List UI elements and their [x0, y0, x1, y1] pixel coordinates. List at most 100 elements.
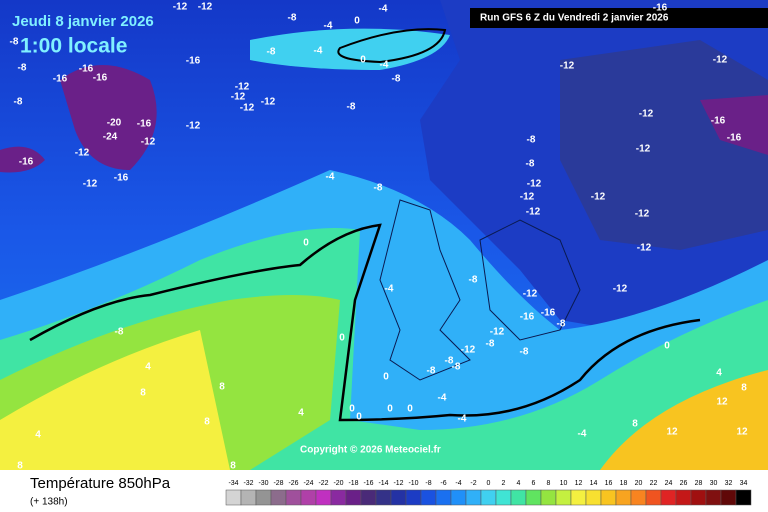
- contour-label: -12: [591, 192, 606, 203]
- legend-swatch: [675, 489, 692, 506]
- contour-label: -12: [520, 192, 535, 203]
- contour-label: -20: [107, 118, 122, 129]
- legend-swatch: [450, 489, 467, 506]
- legend-label: -20: [333, 480, 343, 487]
- contour-label: -12: [636, 144, 651, 155]
- legend-label: -32: [243, 480, 253, 487]
- legend-label: 14: [590, 480, 598, 487]
- legend-swatch: [720, 489, 737, 506]
- legend-swatch: [480, 489, 497, 506]
- contour-label: 8: [230, 461, 236, 472]
- legend-label: 24: [665, 480, 673, 487]
- legend-label: -28: [273, 480, 283, 487]
- contour-label: -8: [527, 135, 536, 146]
- contour-label: -12: [235, 82, 250, 93]
- contour-label: -4: [458, 414, 467, 425]
- legend-label: -4: [455, 480, 461, 487]
- legend-swatch: [615, 489, 632, 506]
- legend-swatch: [690, 489, 707, 506]
- legend: -34 -32 -30 -28 -26 -24 -22 -20 -18 -16 -14 -12 -10-…: [225, 480, 752, 506]
- legend-label: -24: [303, 480, 313, 487]
- contour-label: -8: [347, 102, 356, 113]
- contour-label: 0: [349, 404, 355, 415]
- contour-label: 0: [303, 238, 309, 249]
- contour-label: 8: [219, 382, 225, 393]
- contour-label: -8: [392, 74, 401, 85]
- legend-label: -34: [228, 480, 238, 487]
- legend-label: 12: [575, 480, 583, 487]
- contour-label: -4: [314, 46, 323, 57]
- contour-label: -8: [115, 327, 124, 338]
- legend-label: -30: [258, 480, 268, 487]
- contour-label: 4: [716, 368, 722, 379]
- contour-label: -12: [526, 207, 541, 218]
- contour-label: -8: [526, 159, 535, 170]
- legend-swatch: [705, 489, 722, 506]
- contour-label: 0: [339, 333, 345, 344]
- legend-label: -6: [440, 480, 446, 487]
- contour-label: -12: [637, 243, 652, 254]
- contour-label: -12: [639, 109, 654, 120]
- legend-swatch: [735, 489, 752, 506]
- contour-label: 12: [736, 427, 748, 438]
- legend-swatch: [435, 489, 452, 506]
- legend-swatch: [555, 489, 572, 506]
- cold-blob: [0, 146, 45, 173]
- contour-label: -8: [469, 275, 478, 286]
- contour-label: -24: [103, 132, 118, 143]
- legend-label: 32: [725, 480, 733, 487]
- contour-label: -16: [653, 3, 668, 14]
- legend-swatch: [585, 489, 602, 506]
- legend-label: 30: [710, 480, 718, 487]
- contour-line: [29, 223, 701, 422]
- legend-label: 4: [517, 480, 521, 487]
- legend-swatch: [465, 489, 482, 506]
- contour-label: 4: [145, 362, 151, 373]
- contour-label: -16: [93, 73, 108, 84]
- contour-label: -12: [231, 92, 246, 103]
- contour-label: -12: [198, 2, 213, 13]
- legend-swatch: [240, 489, 257, 506]
- contour-label: -16: [727, 133, 742, 144]
- legend-swatch: [345, 489, 362, 506]
- legend-swatch: [495, 489, 512, 506]
- contour-label: -12: [461, 345, 476, 356]
- legend-swatch: [375, 489, 392, 506]
- contour-label: -12: [713, 55, 728, 66]
- legend-swatch: [390, 489, 407, 506]
- contour-label: -8: [520, 347, 529, 358]
- legend-label: 2: [502, 480, 506, 487]
- contour-label: -12: [186, 121, 201, 132]
- legend-label: 28: [695, 480, 703, 487]
- legend-label: -26: [288, 480, 298, 487]
- legend-label: 6: [532, 480, 536, 487]
- contour-label: 0: [383, 372, 389, 383]
- contour-label: 0: [354, 16, 360, 27]
- contour-label: 4: [298, 408, 304, 419]
- footer-lead: (+ 138h): [30, 497, 68, 508]
- contour-label: -12: [83, 179, 98, 190]
- contour-label: -12: [240, 103, 255, 114]
- legend-label: 8: [547, 480, 551, 487]
- contour-label: -16: [114, 173, 129, 184]
- legend-swatch: [225, 489, 242, 506]
- legend-label: -2: [470, 480, 476, 487]
- legend-swatch: [285, 489, 302, 506]
- legend-label: 26: [680, 480, 688, 487]
- legend-label: 16: [605, 480, 613, 487]
- contour-label: -4: [578, 429, 587, 440]
- contour-label: -8: [10, 37, 19, 48]
- legend-swatch: [420, 489, 437, 506]
- hot-region: [600, 370, 768, 470]
- contour-label: -4: [385, 284, 394, 295]
- legend-swatch: [645, 489, 662, 506]
- contour-label: -16: [137, 119, 152, 130]
- legend-swatch: [330, 489, 347, 506]
- contour-label: -12: [75, 148, 90, 159]
- contour-label: 8: [204, 417, 210, 428]
- contour-label: -16: [541, 308, 556, 319]
- contour-label: -12: [560, 61, 575, 72]
- contour-label: 12: [716, 397, 728, 408]
